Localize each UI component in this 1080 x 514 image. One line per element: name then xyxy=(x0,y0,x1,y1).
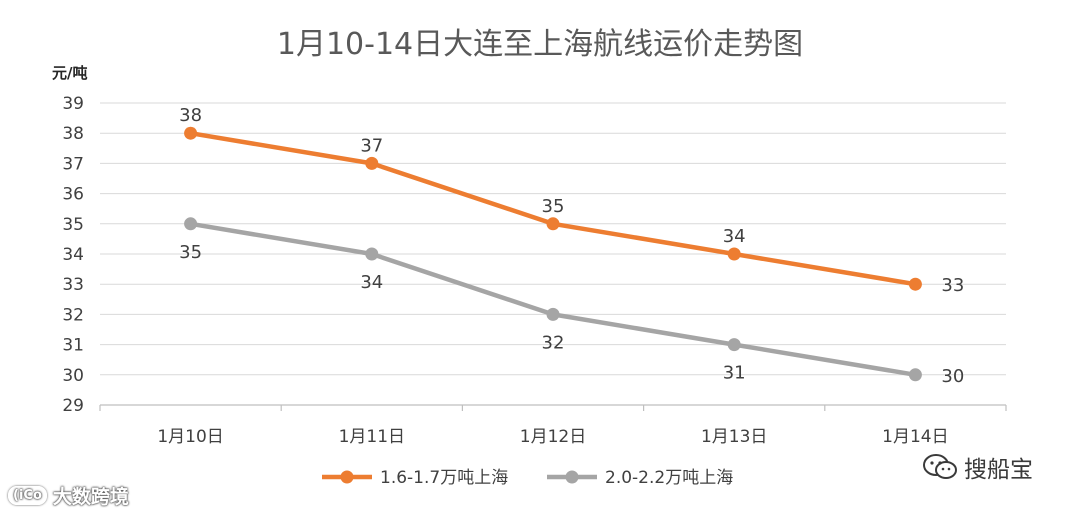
data-point xyxy=(908,368,922,382)
x-axis: 1月10日 1月11日 1月12日 1月13日 1月14日 xyxy=(99,404,1007,447)
legend-label: 1.6-1.7万吨上海 xyxy=(380,468,508,488)
data-label: 30 xyxy=(941,366,964,387)
data-label: 33 xyxy=(941,275,964,296)
y-tick-label: 38 xyxy=(62,124,84,144)
y-axis-unit-label: 元/吨 xyxy=(52,64,87,82)
data-label: 37 xyxy=(360,135,383,156)
data-point xyxy=(908,277,922,291)
data-point xyxy=(546,217,560,231)
data-point xyxy=(365,156,379,170)
data-label: 31 xyxy=(723,363,746,384)
data-point xyxy=(184,217,198,231)
legend-label: 2.0-2.2万吨上海 xyxy=(605,468,733,488)
y-tick-label: 37 xyxy=(62,154,84,174)
data-point xyxy=(184,126,198,140)
y-axis-ticks: 29 30 31 32 33 34 35 36 37 38 39 xyxy=(62,94,84,416)
x-tick-label: 1月11日 xyxy=(339,427,405,447)
legend-marker xyxy=(565,470,579,484)
x-tick-label: 1月14日 xyxy=(882,427,948,447)
x-tick-label: 1月12日 xyxy=(520,427,586,447)
watermark-left-text: 大数跨境 xyxy=(52,486,129,508)
watermark-right: 搜船宝 xyxy=(922,450,1033,484)
data-label: 35 xyxy=(542,196,565,217)
y-tick-label: 35 xyxy=(62,215,84,235)
data-label: 34 xyxy=(360,272,383,293)
watermark-left: (iCo 大数跨境 xyxy=(8,482,129,509)
y-tick-label: 36 xyxy=(62,185,84,205)
y-tick-label: 30 xyxy=(62,366,84,386)
watermark-right-text: 搜船宝 xyxy=(964,457,1033,483)
series-points xyxy=(184,126,922,382)
legend-marker xyxy=(340,470,354,484)
data-label: 35 xyxy=(179,242,202,263)
x-tick-label: 1月10日 xyxy=(157,427,223,447)
y-tick-label: 39 xyxy=(62,94,84,114)
watermark-logo: (iCo xyxy=(8,486,47,505)
chart-title: 1月10-14日大连至上海航线运价走势图 xyxy=(277,27,803,62)
y-tick-label: 33 xyxy=(62,275,84,295)
data-point xyxy=(727,338,741,352)
x-tick-label: 1月13日 xyxy=(701,427,767,447)
data-label: 38 xyxy=(179,105,202,126)
legend: 1.6-1.7万吨上海 2.0-2.2万吨上海 xyxy=(322,468,733,488)
data-point xyxy=(727,247,741,261)
y-tick-label: 32 xyxy=(62,305,84,325)
data-point xyxy=(546,307,560,321)
y-tick-label: 34 xyxy=(62,245,84,265)
data-point xyxy=(365,247,379,261)
data-labels: 38 37 35 34 33 35 34 32 31 30 xyxy=(179,105,964,387)
data-label: 32 xyxy=(542,332,565,353)
data-label: 34 xyxy=(723,226,746,247)
y-tick-label: 29 xyxy=(62,396,84,416)
wechat-icon xyxy=(922,453,958,481)
y-tick-label: 31 xyxy=(62,336,84,356)
